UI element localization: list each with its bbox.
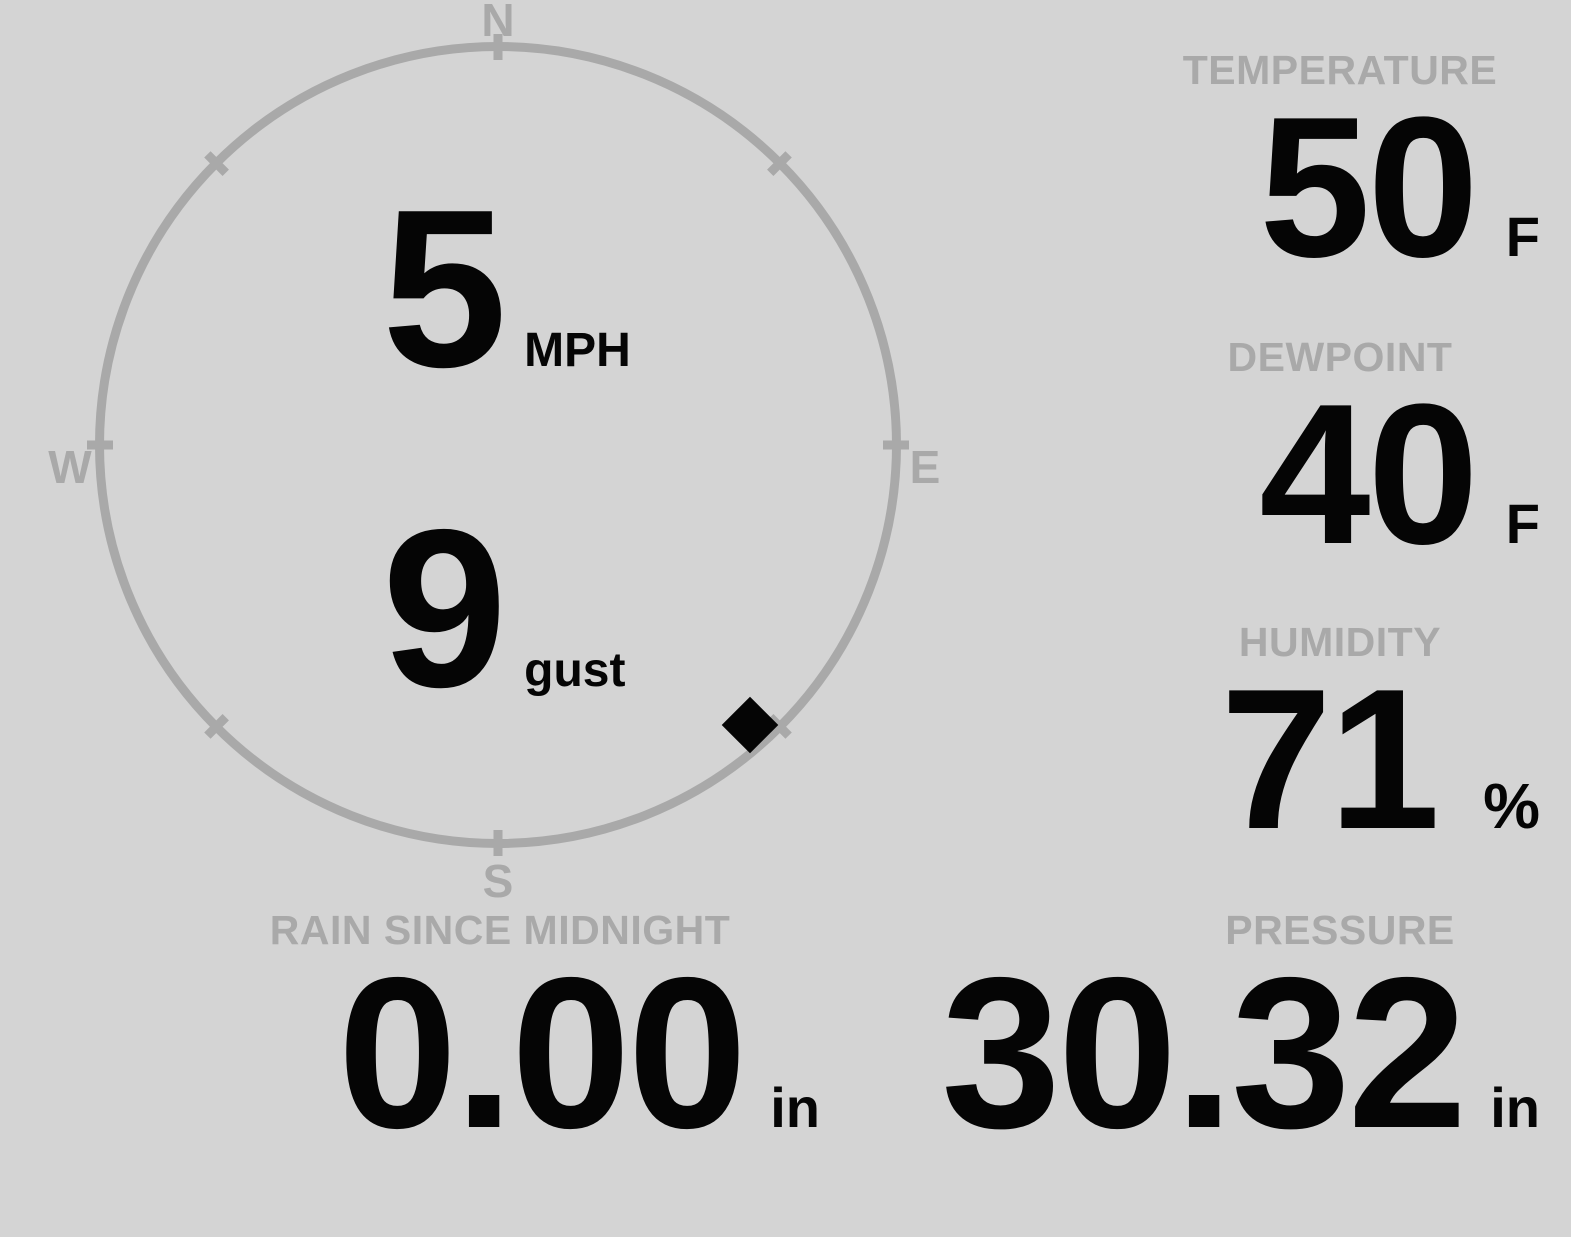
humidity-label: HUMIDITY	[1238, 619, 1442, 665]
wind-compass: N E S W 5 MPH 9 gust	[48, 0, 940, 904]
cardinal-south: S	[482, 855, 514, 907]
wind-gust-unit: gust	[524, 644, 626, 697]
wind-speed-value: 5	[382, 162, 507, 414]
dewpoint-label: DEWPOINT	[1227, 334, 1453, 380]
metric-pressure: PRESSURE 30.32 in	[941, 907, 1540, 1161]
humidity-value: 71	[1220, 648, 1440, 871]
metric-rain: RAIN SINCE MIDNIGHT 0.00 in	[180, 907, 820, 1161]
temperature-unit: F	[1505, 205, 1540, 268]
pressure-label: PRESSURE	[1225, 907, 1455, 953]
pressure-unit: in	[1490, 1076, 1540, 1139]
compass-tick-n	[493, 34, 503, 60]
cardinal-west: W	[48, 441, 92, 493]
rain-reading: 0.00 in	[180, 945, 820, 1160]
metric-temperature: TEMPERATURE 50 F	[1140, 50, 1540, 288]
dewpoint-value: 40	[1259, 363, 1478, 586]
wind-gust: 9 gust	[382, 496, 625, 721]
dewpoint-unit: F	[1505, 492, 1540, 555]
temperature-label: TEMPERATURE	[1182, 47, 1498, 93]
temperature-value: 50	[1259, 76, 1478, 299]
wind-speed: 5 MPH	[382, 176, 631, 401]
humidity-unit: %	[1483, 770, 1540, 842]
wind-gust-value: 9	[382, 482, 507, 734]
wind-speed-unit: MPH	[524, 324, 631, 377]
cardinal-north: N	[481, 0, 515, 46]
metric-humidity: HUMIDITY 71 %	[1140, 622, 1540, 860]
compass-tick-s	[493, 830, 503, 856]
pressure-reading: 30.32 in	[941, 945, 1540, 1160]
dewpoint-reading: 40 F	[1140, 375, 1540, 575]
temperature-reading: 50 F	[1140, 88, 1540, 288]
pressure-value: 30.32	[941, 932, 1467, 1173]
rain-value: 0.00	[337, 932, 747, 1173]
rain-unit: in	[770, 1076, 820, 1139]
metric-dewpoint: DEWPOINT 40 F	[1140, 337, 1540, 575]
humidity-reading: 71 %	[1140, 660, 1540, 860]
compass-tick-e	[883, 440, 909, 450]
rain-label: RAIN SINCE MIDNIGHT	[269, 907, 731, 953]
cardinal-east: E	[909, 441, 941, 493]
